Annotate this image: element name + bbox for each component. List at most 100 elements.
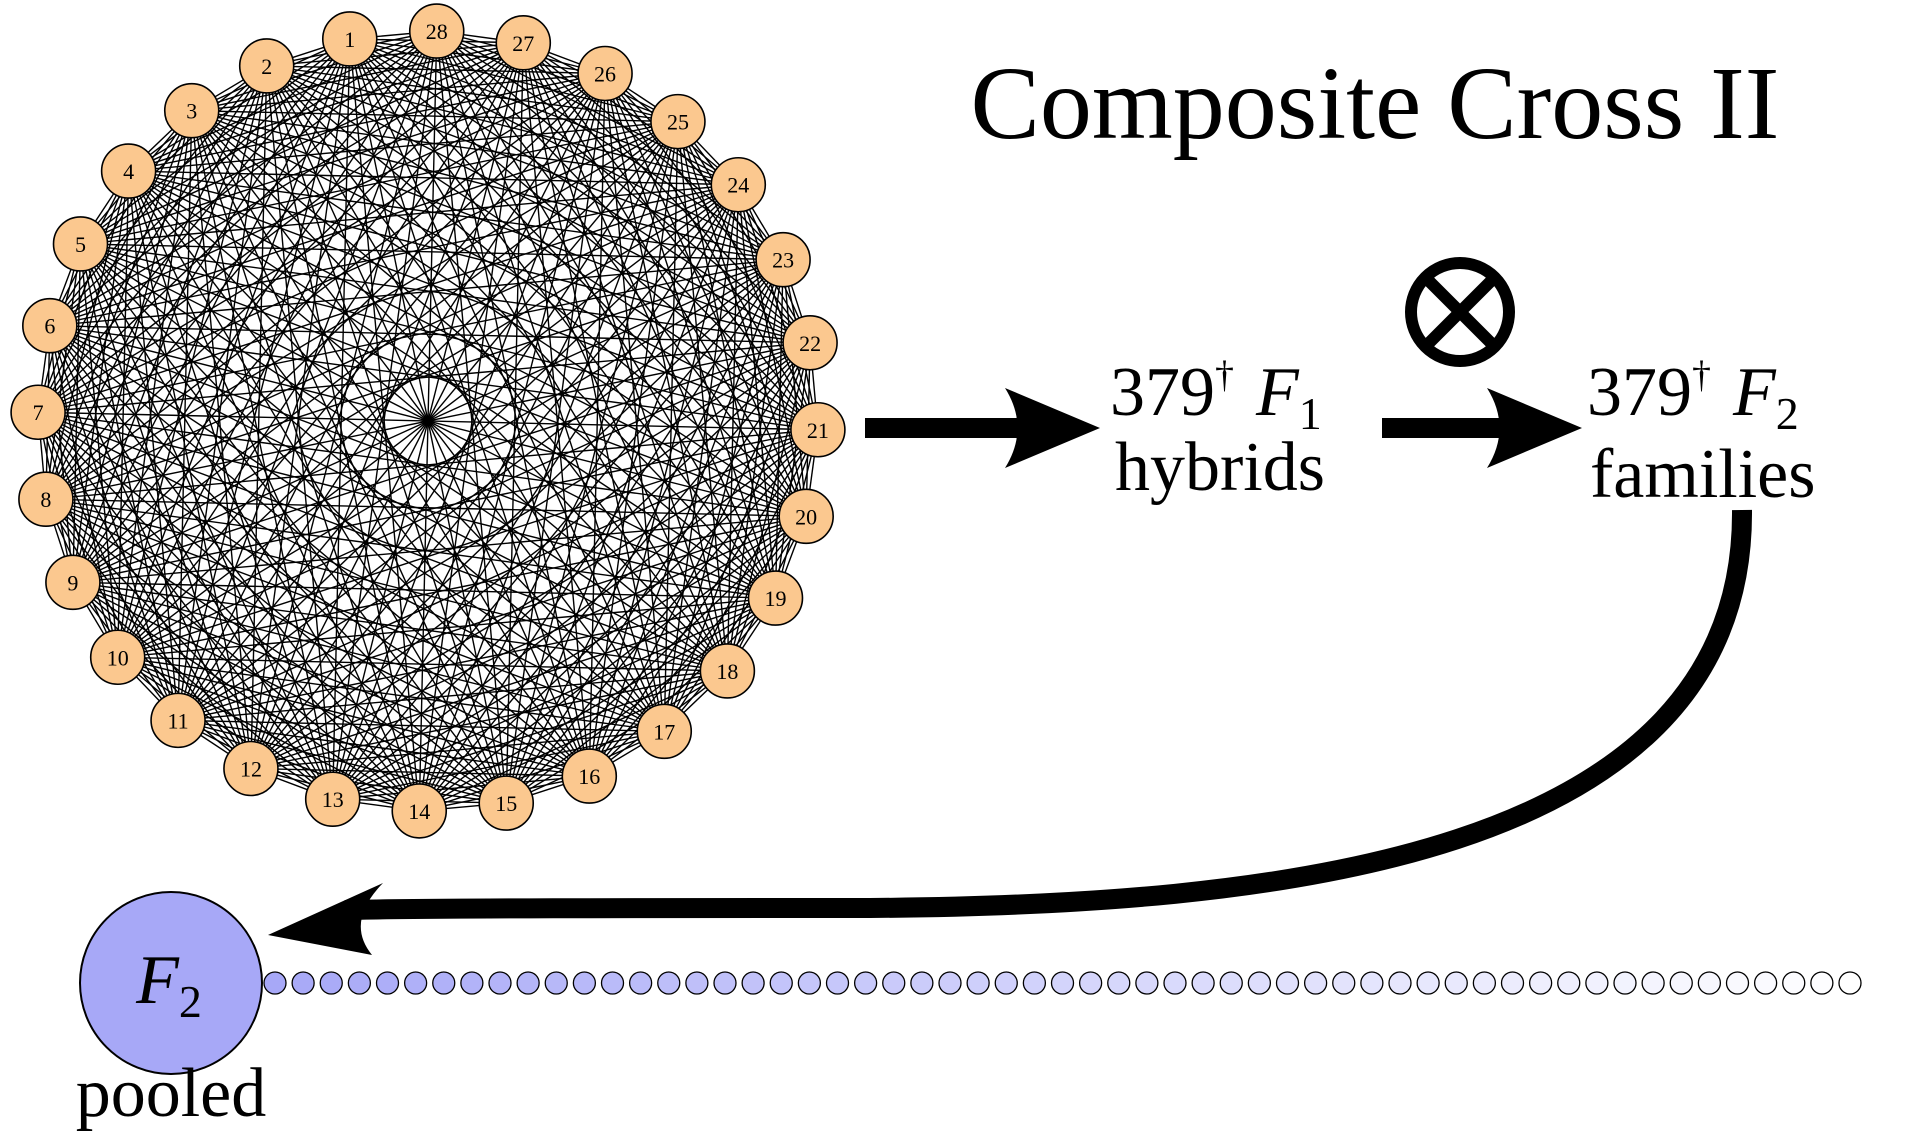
cross-line	[72, 73, 606, 583]
cross-line	[191, 110, 807, 517]
parent-circle	[304, 771, 361, 827]
cross-line	[774, 342, 811, 599]
cross-line	[49, 325, 818, 431]
cross-line	[72, 121, 679, 583]
generation-bead	[516, 971, 540, 995]
generation-bead	[1163, 971, 1187, 995]
cross-line	[191, 110, 420, 812]
parent-label: 23	[772, 248, 794, 273]
generation-bead	[319, 971, 343, 995]
cross-line	[726, 259, 784, 672]
cross-line	[128, 170, 507, 804]
generation-bead	[1782, 971, 1806, 995]
cross-line	[45, 429, 818, 500]
parent-node: 24	[710, 156, 767, 213]
generation-bead	[1247, 971, 1272, 995]
cross-line	[522, 42, 819, 431]
cross-line	[250, 30, 438, 769]
generation-bead	[1416, 971, 1440, 995]
parent-label: 22	[799, 331, 821, 356]
generation-bead	[1332, 971, 1356, 995]
generation-bead	[488, 971, 512, 995]
cross-line	[117, 342, 811, 658]
parent-label: 14	[408, 799, 430, 824]
parent-node: 5	[52, 216, 109, 272]
generation-bead	[1191, 971, 1215, 995]
cross-line	[436, 30, 665, 732]
cross-line	[250, 730, 665, 770]
cross-line	[128, 170, 776, 599]
generation-bead	[1725, 971, 1750, 995]
cross-line	[72, 515, 807, 583]
svg-text:F2: F2	[135, 942, 202, 1027]
f2-subscript: 2	[1776, 388, 1799, 439]
cross-line	[505, 259, 784, 804]
parent-label: 1	[344, 27, 355, 52]
cross-line	[588, 597, 776, 777]
generation-bead	[938, 971, 962, 995]
cross-line	[677, 121, 819, 431]
parent-node: 25	[650, 93, 706, 150]
cross-line	[604, 73, 665, 732]
generation-bead	[685, 971, 709, 995]
generation-bead	[994, 971, 1018, 995]
generation-bead	[291, 971, 315, 995]
parent-node: 20	[778, 488, 834, 545]
parent-node: 7	[10, 384, 66, 441]
cross-line	[117, 73, 606, 658]
generation-bead	[657, 971, 681, 995]
generation-bead	[1303, 971, 1328, 995]
cross-line	[588, 73, 606, 777]
generation-bead	[1528, 971, 1553, 995]
cross-line	[737, 184, 777, 599]
parent-circle	[10, 384, 66, 441]
cross-line	[80, 30, 438, 245]
parent-node: 8	[18, 471, 74, 528]
cross-line	[332, 31, 438, 800]
cross-line	[505, 515, 807, 804]
cross-line	[266, 65, 507, 804]
cross-line	[37, 65, 268, 413]
parent-node: 16	[561, 748, 618, 804]
parent-circle	[22, 297, 78, 354]
parent-circle	[52, 216, 109, 272]
parent-node: 26	[577, 45, 633, 102]
generation-bead	[1585, 971, 1609, 995]
cross-line	[332, 121, 679, 800]
generation-bead	[375, 971, 400, 995]
parent-label: 19	[764, 586, 786, 611]
cross-line	[332, 775, 590, 800]
cross-line	[117, 515, 807, 658]
cross-line	[663, 342, 811, 732]
pooled-f2-circle	[79, 891, 263, 1075]
parent-circle	[150, 692, 206, 749]
parent-node: 17	[636, 703, 693, 760]
cross-line	[177, 184, 739, 721]
generation-bead	[432, 971, 456, 995]
cross-line	[604, 73, 777, 599]
cross-line	[177, 719, 420, 812]
f2-generation: F	[1732, 354, 1777, 431]
parent-label: 12	[240, 756, 262, 781]
cross-line	[436, 30, 729, 672]
generation-bead	[853, 971, 878, 995]
cross-line	[604, 73, 811, 344]
cross-line	[45, 72, 606, 500]
cross-line	[522, 42, 777, 599]
cross-line	[332, 259, 784, 800]
cross-line	[774, 259, 784, 599]
arrow-f1-to-f2	[1382, 388, 1582, 468]
parent-circle	[650, 93, 706, 150]
cross-line	[436, 30, 819, 431]
parent-circle	[710, 156, 767, 213]
cross-line	[37, 120, 679, 413]
cross-line	[663, 515, 807, 732]
cross-line	[191, 110, 728, 672]
cross-line	[436, 30, 807, 517]
cross-line	[45, 121, 679, 500]
parent-cross-network	[37, 30, 819, 812]
cross-line	[37, 412, 119, 658]
cross-line	[117, 42, 524, 658]
cross-line	[177, 259, 784, 721]
